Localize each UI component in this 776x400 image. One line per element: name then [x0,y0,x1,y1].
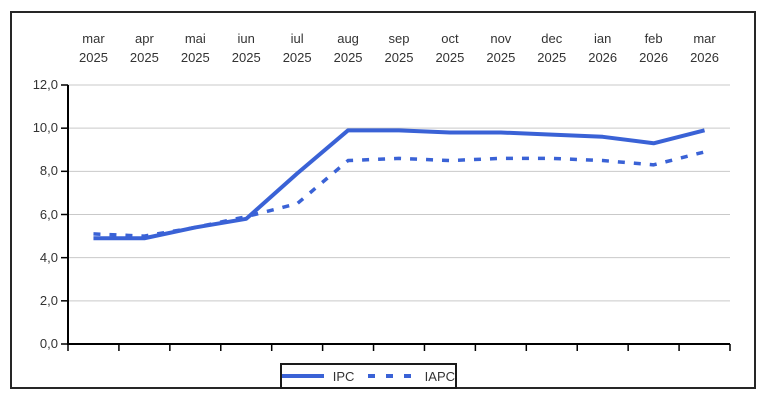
y-axis-tick-label: 12,0 [32,77,58,92]
month-name: aug [337,31,359,46]
series-line-ipc [93,128,706,241]
month-name: ian [594,31,612,46]
month-year: 2025 [333,50,363,65]
month-year: 2025 [384,50,414,65]
month-name: mar [693,31,716,46]
month-year: 2025 [537,50,567,65]
chart-legend: IPC IAPC [280,363,457,389]
y-axis-tick-label: 4,0 [39,249,58,265]
x-axis-label: mar 2026 [679,29,730,67]
month-name: sep [388,31,410,46]
y-axis-tick-label: 0,0 [39,336,58,351]
month-name: nov [490,31,512,46]
x-axis-label: oct 2025 [424,29,475,67]
y-axis-labels: 12,0 10,0 8,0 6,0 4,0 2,0 0,0 [0,0,60,400]
x-axis-label: mar 2025 [68,29,119,67]
legend-dashed-line-swatch [368,374,418,378]
month-year: 2025 [282,50,312,65]
month-name: dec [541,31,563,46]
month-year: 2025 [231,50,261,65]
x-axis-label: sep 2025 [374,29,425,67]
y-axis-tick-label: 6,0 [39,206,58,222]
legend-label-ipc: IPC [332,368,355,384]
month-name: apr [134,31,154,46]
month-year: 2025 [435,50,465,65]
y-axis-tick-label: 8,0 [39,163,58,179]
month-year: 2026 [690,50,719,65]
x-axis-label: iun 2025 [221,29,272,67]
month-year: 2025 [486,50,516,65]
month-year: 2025 [129,50,159,65]
month-name: mai [184,31,206,46]
legend-solid-line-swatch [282,374,324,378]
month-name: feb [644,31,663,46]
month-name: mar [82,31,105,46]
x-axis-label: apr 2025 [119,29,170,67]
month-year: 2025 [180,50,210,65]
month-year: 2026 [639,50,669,65]
x-axis-label: mai 2025 [170,29,221,67]
x-axis-labels: mar 2025 apr 2025 mai 2025 iun 2025 iul 2025 … [68,29,730,67]
month-year: 2026 [588,50,618,65]
x-axis-label: dec 2025 [526,29,577,67]
x-axis-label: feb 2026 [628,29,679,67]
y-axis-tick-label: 2,0 [39,292,58,308]
month-name: oct [441,31,459,46]
x-axis-label: ian 2026 [577,29,628,67]
month-year: 2025 [79,50,108,65]
month-name: iun [237,31,255,46]
x-axis-label: iul 2025 [272,29,323,67]
legend-label-iapc: IAPC [424,368,455,384]
chart-outer-border [10,11,756,389]
y-axis-tick-label: 10,0 [32,120,58,136]
month-name: iul [290,31,304,46]
x-axis-label: nov 2025 [475,29,526,67]
series-line-iapc [93,150,705,238]
x-axis-label: aug 2025 [323,29,374,67]
